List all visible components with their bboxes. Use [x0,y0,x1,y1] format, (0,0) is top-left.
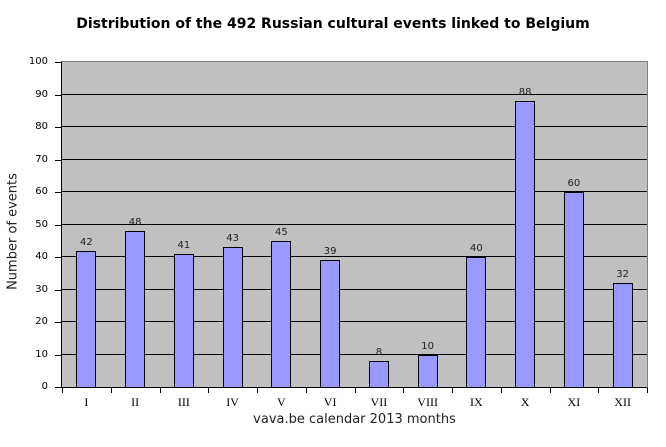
x-tick-label-V: V [277,395,286,409]
y-tick-mark-40 [55,257,61,258]
bar-value-label-IX: 40 [470,243,483,254]
x-tick-label-IX: IX [470,395,483,409]
bar-value-label-III: 41 [177,239,191,251]
bar-value-label-VIII: 10 [421,340,434,352]
gridline-80 [62,126,647,127]
x-tick-mark-0 [62,388,63,393]
bar-value-label-XII: 32 [616,269,629,280]
gridline-20 [62,321,647,322]
x-tick-mark-5 [305,388,307,393]
y-tick-mark-10 [55,354,61,356]
x-tick-mark-9 [500,388,502,393]
y-tick-mark-0 [55,387,61,388]
x-tick-mark-4 [257,388,258,393]
x-tick-mark-12 [647,388,648,393]
chart-title: Distribution of the 492 Russian cultural… [76,16,590,32]
x-tick-mark-8 [452,388,453,393]
bar-IX [466,257,487,387]
y-tick-label-70: 70 [35,153,48,165]
y-tick-label-100: 100 [28,56,48,67]
x-tick-mark-10 [549,388,551,393]
y-tick-mark-60 [55,192,61,193]
x-axis-title: vava.be calendar 2013 months [253,412,456,427]
gridline-40 [62,256,647,257]
bar-value-label-II: 48 [128,217,142,228]
gridline-90 [62,93,647,95]
x-tick-label-I: I [84,395,89,409]
x-tick-mark-11 [598,388,600,393]
y-tick-label-80: 80 [35,121,48,132]
y-tick-label-90: 90 [35,88,48,100]
y-tick-mark-50 [55,224,61,226]
y-tick-label-40: 40 [35,251,48,262]
bar-IV [222,247,243,387]
bar-I [76,250,97,387]
x-tick-label-XI: XI [567,395,581,409]
bar-value-label-V: 45 [275,226,288,238]
bar-VIII [417,354,438,387]
x-tick-label-VI: VI [323,395,337,409]
bar-value-label-IV: 43 [226,233,239,245]
y-tick-mark-100 [55,62,61,63]
bar-value-label-VII: 8 [375,347,383,358]
x-tick-mark-6 [354,388,356,393]
y-tick-mark-90 [55,94,61,96]
x-tick-label-IV: IV [226,395,239,409]
bar-X [515,101,536,387]
y-tick-label-30: 30 [35,283,48,295]
gridline-50 [62,223,647,225]
x-tick-label-X: X [520,395,530,409]
x-tick-label-II: II [131,395,140,409]
gridline-30 [62,288,647,290]
bar-VI [320,260,341,387]
bar-V [271,240,292,387]
y-tick-mark-80 [55,127,61,128]
x-tick-mark-7 [403,388,405,393]
gridline-70 [62,158,647,160]
gridline-10 [62,353,647,355]
x-tick-mark-1 [110,388,112,393]
y-tick-label-60: 60 [35,186,48,197]
plot-area: 42 48 41 43 45 39 8 10 40 88 60 32 [61,61,648,388]
y-tick-label-0: 0 [41,381,48,392]
bar-value-label-VI: 39 [323,246,337,258]
y-tick-label-50: 50 [35,218,48,230]
bar-XII [612,283,633,387]
bar-III [173,253,194,387]
bar-value-label-XI: 60 [567,178,581,189]
bar-value-label-X: 88 [518,87,532,98]
y-tick-label-20: 20 [35,316,48,327]
gridline-60 [62,191,647,192]
y-tick-mark-70 [55,159,61,161]
x-tick-label-VIII: VIII [417,395,438,409]
bar-XI [563,192,584,387]
y-tick-mark-30 [55,289,61,291]
x-tick-label-XII: XII [614,395,631,409]
y-tick-mark-20 [55,322,61,323]
bar-VII [368,361,389,387]
bar-value-label-I: 42 [80,236,93,248]
bar-II [125,231,146,387]
x-tick-label-III: III [177,395,190,409]
x-tick-mark-2 [159,388,161,393]
x-tick-label-VII: VII [370,395,388,409]
x-tick-mark-3 [208,388,210,393]
y-tick-label-10: 10 [35,348,48,360]
